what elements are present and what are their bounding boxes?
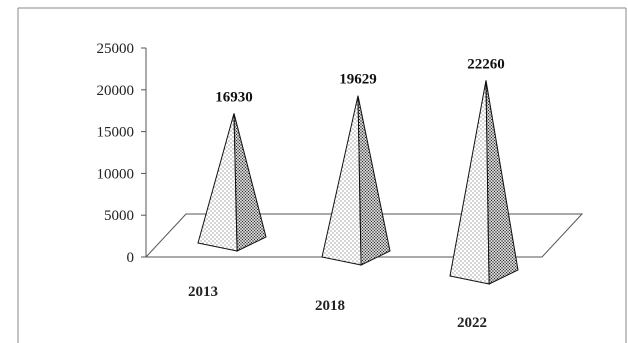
pyramid-side-face: [233, 113, 267, 252]
y-tick-label: 5000: [104, 208, 134, 224]
y-tick-label: 10000: [97, 166, 135, 182]
pyramid-front-face: [321, 95, 362, 266]
pyramid-side-face: [357, 95, 391, 266]
data-label: 19629: [339, 72, 377, 88]
y-axis-ticks: 0 5000 10000 15000 20000 25000: [97, 41, 146, 266]
category-label: 2018: [315, 298, 345, 314]
pyramid-side-face: [485, 80, 519, 285]
pyramid-front-face: [197, 113, 238, 252]
y-tick-label: 0: [127, 250, 135, 266]
category-labels: 2013 2018 2022: [188, 284, 487, 331]
category-label: 2013: [188, 284, 218, 300]
category-label: 2022: [457, 315, 487, 331]
data-label: 16930: [215, 89, 253, 105]
pyramid-bar-2022: [449, 80, 519, 285]
data-labels: 16930 19629 22260: [215, 56, 505, 105]
y-tick-label: 25000: [97, 41, 135, 57]
pyramid-front-face: [449, 80, 490, 285]
chart-floor: [144, 213, 584, 258]
pyramid-bars: [197, 80, 519, 285]
pyramid-bar-2018: [321, 95, 391, 266]
y-tick-label: 20000: [97, 83, 135, 99]
pyramid-bar-2013: [197, 113, 267, 252]
data-label: 22260: [467, 56, 505, 72]
y-tick-label: 15000: [97, 125, 135, 141]
